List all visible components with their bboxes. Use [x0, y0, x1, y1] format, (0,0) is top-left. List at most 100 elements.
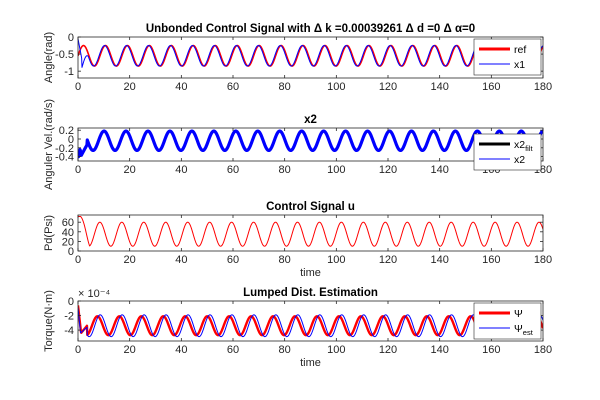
x-axis-label: time — [300, 267, 321, 279]
x-axis-label: time — [300, 357, 321, 369]
legend-label: x2 — [514, 154, 525, 166]
y-tick-label: 20 — [62, 236, 74, 248]
y-tick-label: -4 — [64, 325, 74, 337]
legend-label: x1 — [514, 59, 525, 71]
series-line-ref — [78, 44, 543, 67]
x-tick-label: 100 — [327, 164, 345, 176]
x-tick-label: 100 — [327, 344, 345, 356]
x-tick-label: 60 — [227, 344, 239, 356]
y-axis-label: Anguler Vel.(rad/s) — [43, 99, 55, 190]
x-tick-label: 40 — [175, 81, 187, 93]
subplot-title: x2 — [304, 114, 317, 126]
x-tick-label: 60 — [227, 81, 239, 93]
x-tick-label: 40 — [175, 164, 187, 176]
series-group — [78, 305, 543, 338]
y-exponent-label: × 10⁻⁴ — [78, 288, 111, 300]
y-tick-label: -2 — [64, 311, 74, 323]
legend-label: Ψest — [514, 323, 534, 337]
y-tick-label: 0 — [68, 134, 74, 146]
x-tick-label: 120 — [379, 81, 397, 93]
x-tick-label: 20 — [124, 254, 136, 266]
series-line-u — [78, 215, 543, 247]
y-tick-label: 0.2 — [59, 125, 74, 137]
x-tick-label: 60 — [227, 254, 239, 266]
x-tick-label: 20 — [124, 164, 136, 176]
x-tick-label: 40 — [175, 344, 187, 356]
subplot-2: 020406080100120140160180-0.4-0.200.2x2An… — [43, 99, 552, 190]
axes-frame — [77, 36, 544, 79]
y-tick-label: -1 — [64, 66, 74, 78]
x-tick-label: 140 — [430, 344, 448, 356]
x-tick-label: 60 — [227, 164, 239, 176]
x-tick-label: 100 — [327, 254, 345, 266]
axes-frame — [77, 127, 544, 162]
x-tick-label: 180 — [534, 344, 552, 356]
legend-label-main: Ψ — [514, 308, 523, 320]
legend-label-main: Ψ — [514, 323, 523, 335]
x-tick-label: 160 — [482, 254, 500, 266]
x-tick-label: 140 — [430, 254, 448, 266]
legend-label: ref — [514, 44, 526, 56]
legend-box — [473, 302, 542, 340]
series-group — [78, 129, 543, 159]
x-tick-label: 0 — [75, 344, 81, 356]
series-group — [78, 215, 543, 247]
legend-box — [473, 38, 542, 76]
subplot-title: Unbonded Control Signal with Δ k =0.0003… — [146, 23, 475, 35]
legend-label-main: x2 — [514, 139, 525, 151]
y-tick-label: 0 — [68, 246, 74, 258]
x-tick-label: 160 — [482, 81, 500, 93]
legend-label-main: x2 — [514, 154, 525, 166]
legend-label-sub: filt — [525, 144, 533, 153]
y-axis-label: Pd(Psi) — [43, 215, 55, 251]
x-tick-label: 120 — [379, 254, 397, 266]
axes-frame — [77, 214, 544, 252]
y-axis-label: Torque(N·m) — [43, 290, 55, 352]
x-tick-label: 20 — [124, 81, 136, 93]
y-tick-label: -0.5 — [55, 49, 74, 61]
y-tick-label: -0.2 — [55, 143, 74, 155]
x-tick-label: 80 — [279, 344, 291, 356]
series-line-ψ-est — [78, 307, 543, 338]
x-tick-label: 160 — [482, 344, 500, 356]
x-tick-label: 180 — [534, 254, 552, 266]
x-tick-label: 100 — [327, 81, 345, 93]
y-tick-label: 0 — [68, 32, 74, 44]
x-tick-label: 80 — [279, 254, 291, 266]
subplot-title: Lumped Dist. Estimation — [243, 287, 378, 299]
y-tick-label: 0 — [68, 296, 74, 308]
legend-label: x2filt — [514, 139, 534, 153]
legend-label-main: x1 — [514, 59, 525, 71]
legend-box — [473, 133, 542, 171]
x-tick-label: 40 — [175, 254, 187, 266]
legend-label-sub: est — [523, 328, 534, 337]
subplot-title: Control Signal u — [266, 201, 355, 213]
y-tick-label: 40 — [62, 227, 74, 239]
series-line-x1 — [78, 38, 543, 68]
x-tick-label: 80 — [279, 164, 291, 176]
series-group — [78, 38, 543, 68]
series-line-ψ — [78, 305, 543, 337]
x-tick-label: 180 — [534, 81, 552, 93]
y-tick-label: 60 — [62, 217, 74, 229]
series-line-x2 — [78, 129, 543, 159]
x-tick-label: 20 — [124, 344, 136, 356]
x-tick-label: 120 — [379, 344, 397, 356]
x-tick-label: 140 — [430, 164, 448, 176]
axes-frame — [77, 300, 544, 342]
x-tick-label: 0 — [75, 254, 81, 266]
y-tick-label: -0.4 — [55, 152, 74, 164]
legend: ref x1 — [473, 38, 542, 76]
x-tick-label: 80 — [279, 81, 291, 93]
subplot-1: 0 20 40 60 80 100 120 140 160 180 -1 -0.5 0 Unbonded … — [43, 23, 552, 93]
x-tick-label: 120 — [379, 164, 397, 176]
x-tick-label: 0 — [75, 164, 81, 176]
legend-label-main: ref — [514, 44, 526, 56]
x-tick-label: 140 — [430, 81, 448, 93]
x-tick-label: 0 — [75, 81, 81, 93]
legend-label: Ψ — [514, 308, 523, 320]
